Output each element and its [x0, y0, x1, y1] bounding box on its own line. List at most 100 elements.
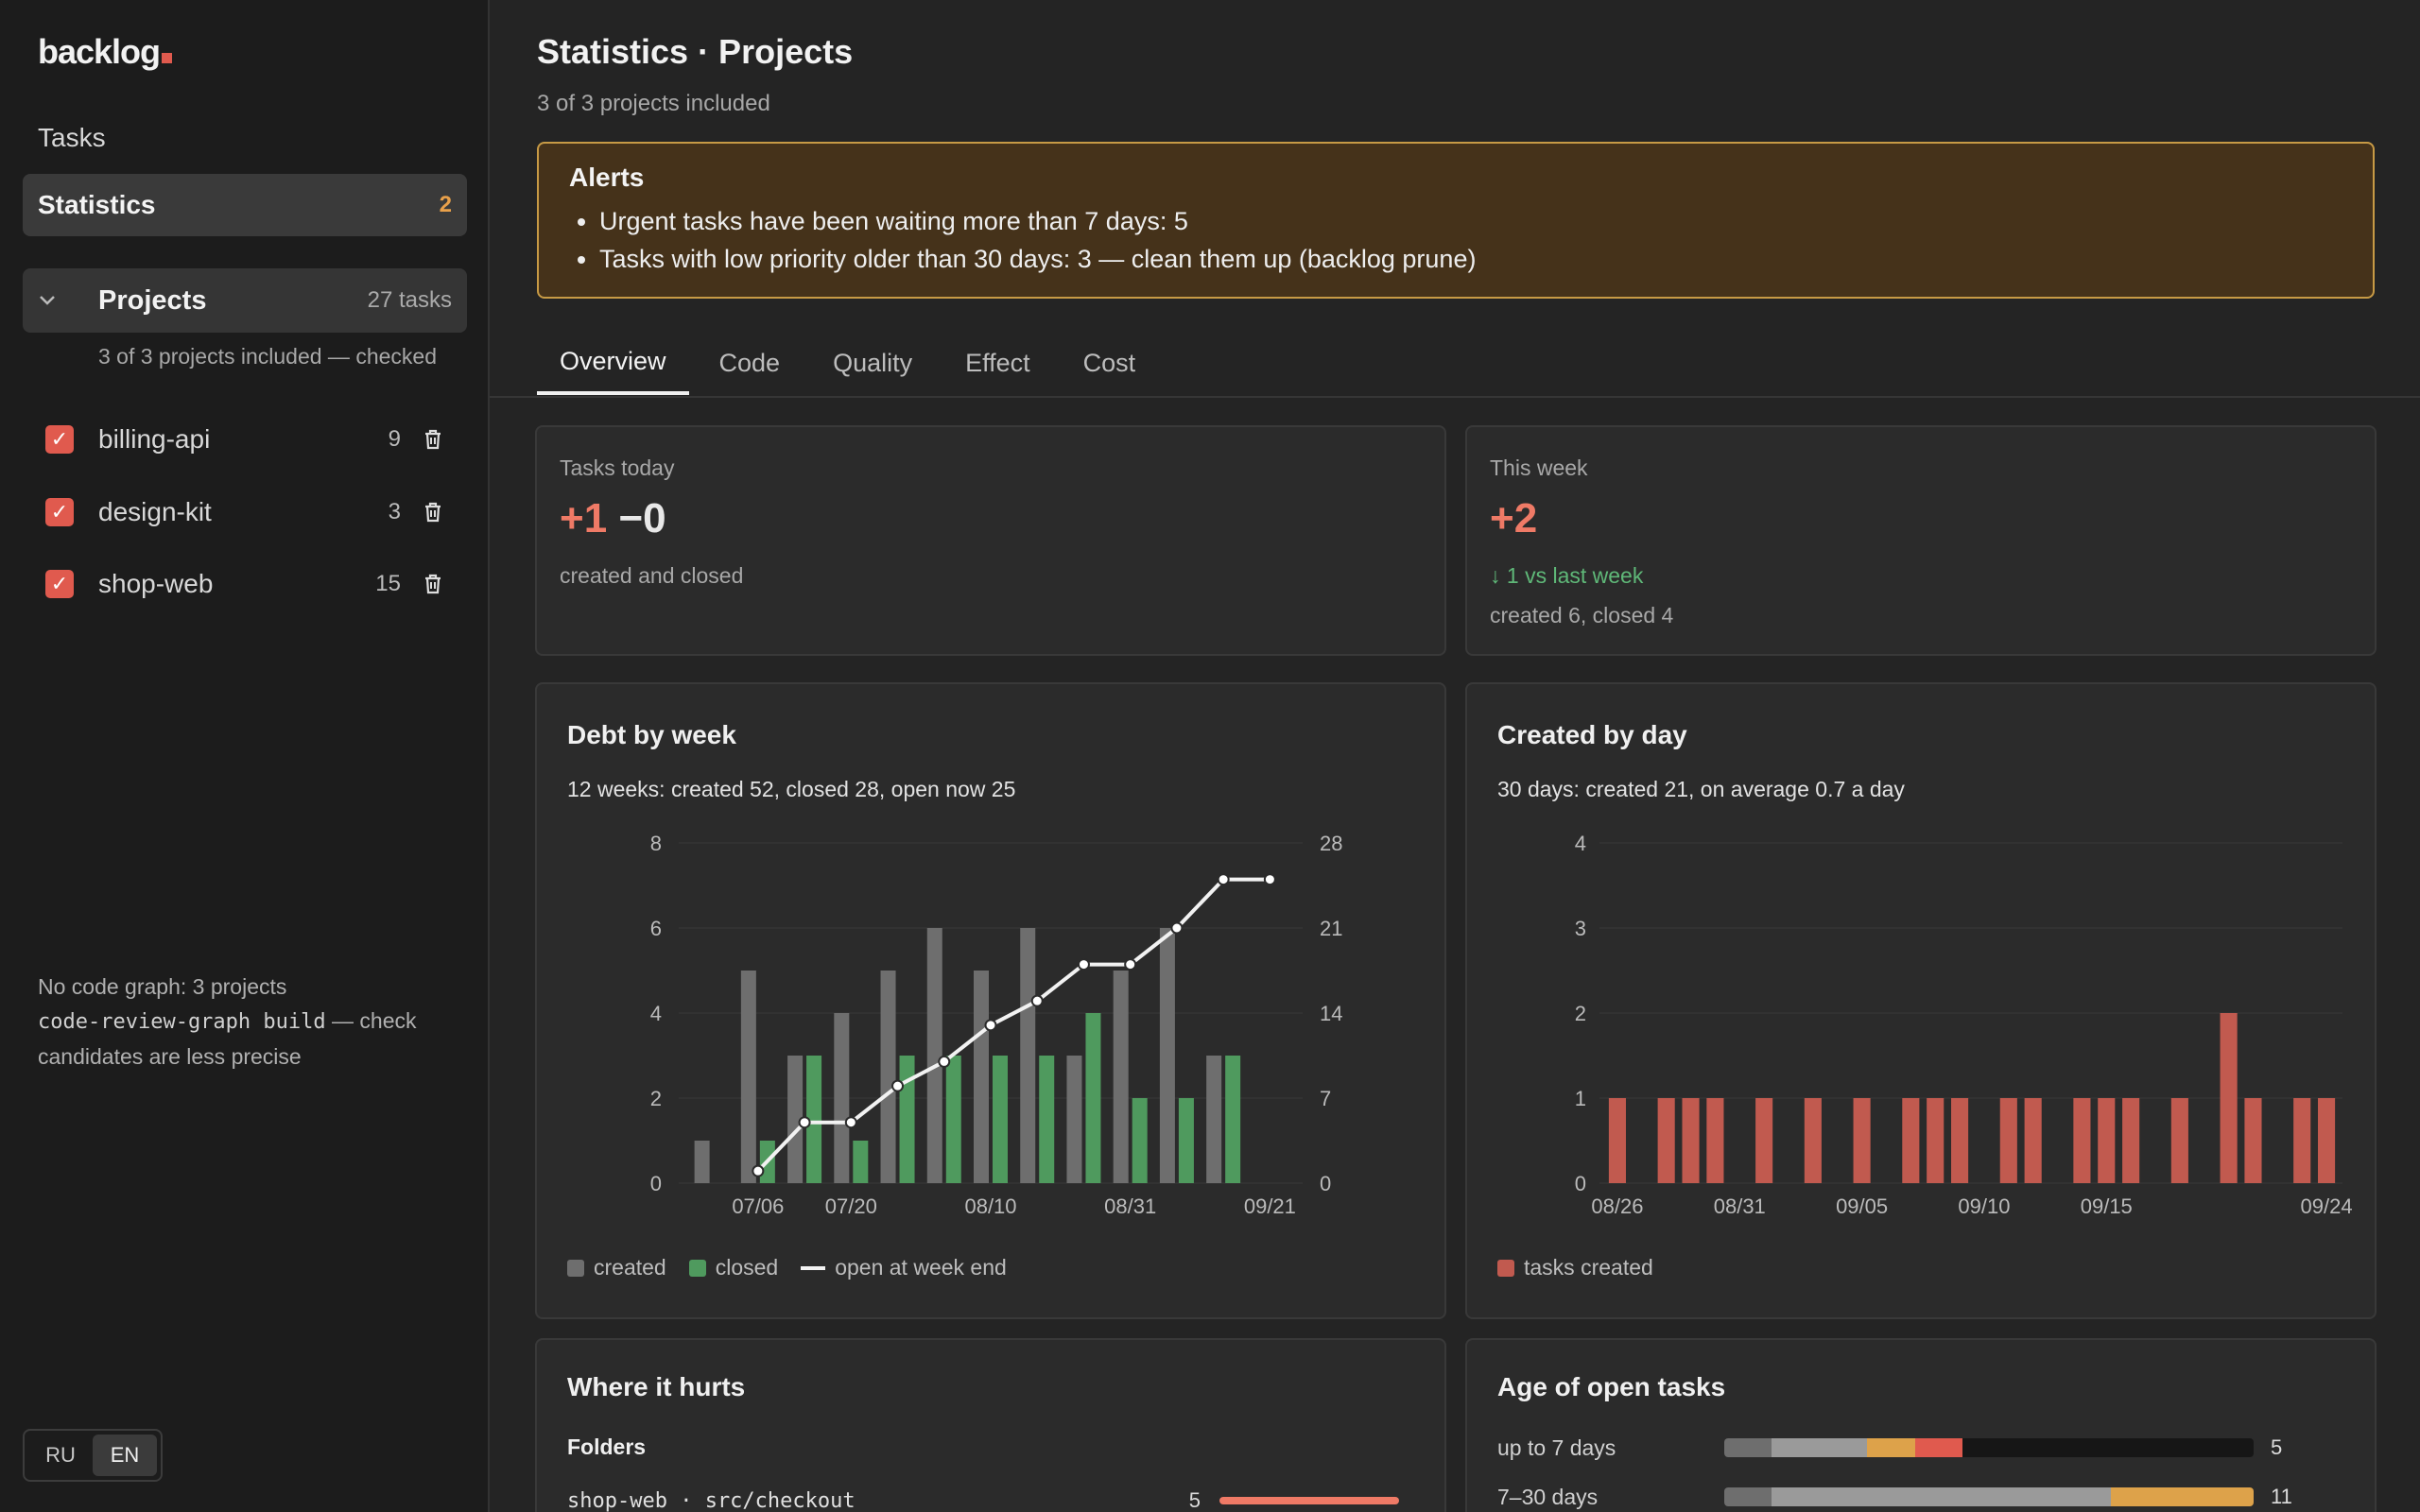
bar-closed — [1085, 1013, 1101, 1183]
line-point — [1217, 873, 1230, 886]
bar-tasks-created — [1755, 1098, 1773, 1183]
age-count: 11 — [2271, 1485, 2292, 1508]
y2-tick-label: 28 — [1320, 832, 1342, 855]
bar-tasks-created — [1927, 1098, 1945, 1183]
age-bar-segment — [1772, 1487, 2111, 1506]
created-by-day-chart: 0 1 2 3 4 08/26 08/31 09/05 09/10 09/15 09/24 — [1575, 832, 2353, 1218]
legend-swatch — [567, 1259, 584, 1277]
page-subtitle: 3 of 3 projects included — [537, 91, 770, 116]
legend-swatch — [801, 1265, 826, 1270]
projects-label: Projects — [98, 284, 207, 316]
created-by-day-card: Created by day 30 days: created 21, on a… — [1465, 682, 2377, 1319]
bar-closed — [1225, 1056, 1241, 1183]
hurt-row[interactable]: shop-web · src/checkout 5 — [567, 1482, 1399, 1512]
y-tick-label: 6 — [650, 917, 662, 940]
bar-tasks-created — [1951, 1098, 1969, 1183]
tasks-today-card: Tasks today +1 −0 created and closed — [535, 425, 1446, 656]
trash-icon[interactable] — [414, 573, 452, 595]
projects-group-toggle[interactable]: Projects 27 tasks — [23, 268, 467, 333]
bar-closed — [1039, 1056, 1055, 1183]
age-count: 5 — [2271, 1435, 2283, 1459]
project-checkbox[interactable]: ✓ — [45, 498, 74, 526]
bar-tasks-created — [2170, 1098, 2188, 1183]
bar-created — [926, 928, 942, 1183]
project-row: ✓ shop-web 15 — [45, 560, 452, 608]
legend-label: tasks created — [1524, 1255, 1653, 1280]
line-point — [1170, 921, 1184, 935]
y2-tick-label: 0 — [1320, 1172, 1331, 1195]
bar-tasks-created — [2220, 1013, 2238, 1183]
card-subtitle: 12 weeks: created 52, closed 28, open no… — [567, 777, 1016, 801]
bar-closed — [899, 1056, 915, 1183]
y2-tick-label: 7 — [1320, 1087, 1331, 1110]
tab-effect[interactable]: Effect — [965, 348, 1030, 377]
bar-tasks-created — [1853, 1098, 1871, 1183]
y-tick-label: 4 — [1575, 832, 1586, 855]
age-bar-segment — [1724, 1438, 1772, 1457]
bar-tasks-created — [2073, 1098, 2091, 1183]
folder-count: 5 — [1188, 1488, 1201, 1512]
app-logo[interactable]: backlog — [38, 32, 173, 72]
bar-tasks-created — [1608, 1098, 1626, 1183]
code-graph-note: No code graph: 3 projects code-review-gr… — [38, 970, 463, 1074]
bar-created — [880, 971, 896, 1183]
line-point — [891, 1079, 905, 1092]
line-point — [752, 1164, 765, 1177]
x-tick-label: 09/10 — [1958, 1194, 2010, 1218]
tab-cost[interactable]: Cost — [1082, 348, 1136, 377]
age-bar-segment — [1724, 1487, 1772, 1506]
sidebar-item-tasks[interactable]: Tasks — [38, 123, 106, 152]
project-name[interactable]: shop-web — [98, 569, 214, 598]
stat-closed: −0 — [618, 495, 666, 541]
tab-code[interactable]: Code — [718, 348, 781, 377]
bar-created — [834, 1013, 850, 1183]
age-card: Age of open tasks up to 7 days 5 7–30 da… — [1465, 1338, 2377, 1512]
sidebar-item-statistics[interactable]: Statistics 2 — [23, 174, 467, 236]
legend-item: open at week end — [801, 1255, 1007, 1280]
lang-ru-button[interactable]: RU — [45, 1443, 76, 1467]
card-title: Created by day — [1497, 720, 1687, 749]
trash-icon[interactable] — [414, 501, 452, 524]
project-checkbox[interactable]: ✓ — [45, 570, 74, 598]
bar-created — [1159, 928, 1175, 1183]
y-tick-label: 8 — [650, 832, 662, 855]
projects-count: 27 tasks — [367, 287, 452, 313]
bar-created — [1066, 1056, 1082, 1183]
line-point — [1077, 958, 1090, 971]
bar-closed — [993, 1056, 1008, 1183]
x-tick-label: 08/26 — [1591, 1194, 1643, 1218]
chart-legend: created closed open at week end — [567, 1255, 1029, 1280]
legend-swatch — [688, 1259, 706, 1277]
x-tick-label: 08/10 — [964, 1194, 1016, 1218]
debt-chart: 0 2 4 6 8 0 7 14 21 28 07/06 07/20 08/10 08/31 09/21 — [650, 832, 1343, 1218]
bar-created — [1206, 1056, 1222, 1183]
card-title: Age of open tasks — [1497, 1372, 1726, 1401]
trash-icon[interactable] — [414, 428, 452, 451]
lang-en-button[interactable]: EN — [93, 1435, 157, 1476]
bar-tasks-created — [2318, 1098, 2336, 1183]
age-bar — [1724, 1438, 2254, 1457]
project-row: ✓ design-kit 3 — [45, 489, 452, 536]
project-row: ✓ billing-api 9 — [45, 416, 452, 463]
alert-item: Tasks with low priority older than 30 da… — [599, 240, 2342, 278]
bar-tasks-created — [1999, 1098, 2017, 1183]
age-bar-segment — [1914, 1438, 1962, 1457]
x-tick-label: 09/05 — [1836, 1194, 1888, 1218]
bar-closed — [945, 1056, 961, 1183]
age-label: up to 7 days — [1497, 1435, 1616, 1460]
tabs-divider — [490, 396, 2420, 398]
project-name[interactable]: billing-api — [98, 424, 211, 454]
age-bar — [1724, 1487, 2254, 1506]
tab-quality[interactable]: Quality — [833, 348, 913, 377]
this-week-card: This week +2 ↓ 1 vs last week created 6,… — [1465, 425, 2377, 656]
y-tick-label: 0 — [1575, 1172, 1586, 1195]
card-subtitle: 30 days: created 21, on average 0.7 a da… — [1497, 777, 1905, 801]
language-switch: RU EN — [23, 1429, 163, 1482]
bar-created — [1020, 928, 1036, 1183]
bar-created — [694, 1141, 710, 1183]
tab-overview[interactable]: Overview — [537, 331, 689, 395]
project-name[interactable]: design-kit — [98, 497, 212, 526]
legend-label: open at week end — [835, 1255, 1007, 1280]
line-open-at-week-end — [756, 877, 1270, 1173]
project-checkbox[interactable]: ✓ — [45, 425, 74, 454]
